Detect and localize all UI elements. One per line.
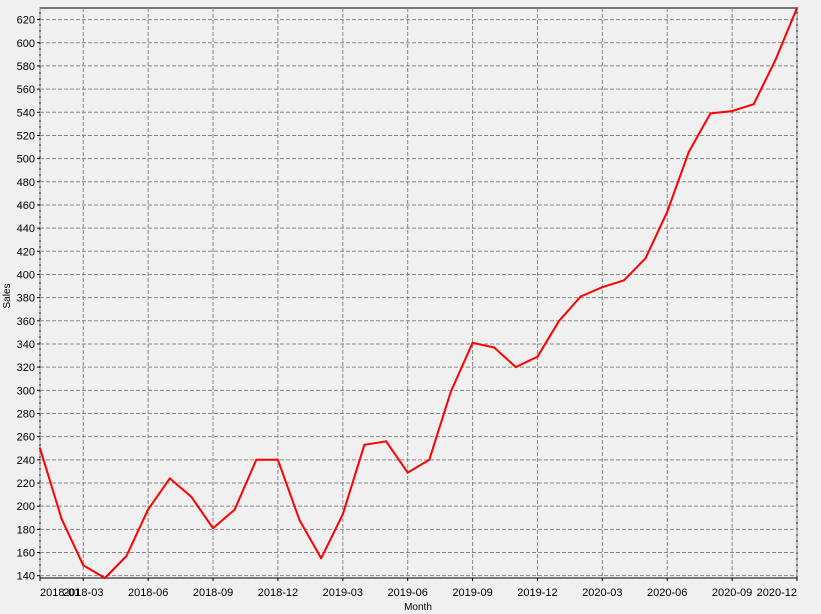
- x-tick-label: 2020-12: [757, 587, 797, 599]
- series-line: [39, 7, 798, 579]
- y-tick-label: 300: [17, 385, 35, 397]
- x-tick-label: 2019-06: [387, 587, 427, 599]
- y-tick-label: 160: [17, 548, 35, 560]
- data-point: [687, 150, 690, 153]
- data-point: [622, 279, 625, 282]
- data-point: [298, 519, 301, 522]
- y-axis-label: Sales: [2, 283, 13, 308]
- data-point: [449, 390, 452, 393]
- x-tick-label: 2018-03: [63, 587, 103, 599]
- data-point: [558, 319, 561, 322]
- x-tick-label: 2018-06: [128, 587, 168, 599]
- grid-lines: [39, 8, 798, 578]
- data-point: [320, 557, 323, 560]
- data-point: [796, 7, 798, 9]
- y-tick-label: 400: [17, 269, 35, 281]
- y-tick-label: 220: [17, 478, 35, 490]
- y-tick-label: 320: [17, 362, 35, 374]
- x-tick-label: 2018-12: [258, 587, 298, 599]
- y-tick-label: 580: [17, 61, 35, 73]
- x-tick-label: 2019-03: [323, 587, 363, 599]
- y-tick-label: 500: [17, 154, 35, 166]
- y-tick-label: 240: [17, 455, 35, 467]
- y-tick-label: 460: [17, 200, 35, 212]
- x-tick-label: 2019-12: [517, 587, 557, 599]
- x-tick-label: 2020-03: [582, 587, 622, 599]
- data-point: [276, 458, 279, 461]
- data-point: [82, 564, 85, 567]
- x-tick-label: 2019-09: [452, 587, 492, 599]
- y-tick-label: 600: [17, 38, 35, 50]
- data-point: [514, 366, 517, 369]
- data-point: [190, 495, 193, 498]
- y-tick-label: 440: [17, 223, 35, 235]
- data-point: [125, 554, 128, 557]
- y-tick-label: 420: [17, 246, 35, 258]
- data-point: [731, 110, 734, 113]
- y-tick-label: 560: [17, 84, 35, 96]
- x-tick-label: 2018-09: [193, 587, 233, 599]
- data-point: [752, 103, 755, 106]
- x-axis-label: Month: [404, 602, 432, 613]
- data-point: [39, 447, 41, 450]
- data-point: [471, 341, 474, 344]
- data-point: [233, 508, 236, 511]
- y-tick-label: 520: [17, 130, 35, 142]
- data-point: [168, 477, 171, 480]
- y-tick-label: 200: [17, 501, 35, 513]
- data-series: [39, 7, 798, 579]
- data-point: [341, 513, 344, 516]
- y-tick-label: 340: [17, 339, 35, 351]
- data-point: [493, 346, 496, 349]
- y-tick-label: 360: [17, 316, 35, 328]
- y-tick-label: 480: [17, 177, 35, 189]
- data-point: [644, 257, 647, 260]
- data-point: [147, 508, 150, 511]
- y-tick-label: 180: [17, 524, 35, 536]
- data-point: [774, 59, 777, 62]
- y-tick-label: 280: [17, 408, 35, 420]
- data-point: [428, 458, 431, 461]
- data-point: [212, 527, 215, 530]
- y-tick-label: 540: [17, 107, 35, 119]
- data-point: [385, 440, 388, 443]
- plot-area: [39, 7, 798, 579]
- data-point: [709, 112, 712, 115]
- x-tick-label: 2020-09: [712, 587, 752, 599]
- y-axis-ticks: 140 160 180 200 220 240 260 280 300 320 340 360 380 4…: [17, 15, 40, 583]
- y-tick-label: 260: [17, 432, 35, 444]
- y-tick-label: 620: [17, 15, 35, 27]
- y-tick-label: 380: [17, 293, 35, 305]
- data-point: [601, 286, 604, 289]
- data-point: [579, 295, 582, 298]
- data-point: [255, 458, 258, 461]
- x-tick-label: 2018-01: [40, 587, 80, 599]
- data-point: [406, 471, 409, 474]
- data-point: [363, 443, 366, 446]
- data-point: [666, 210, 669, 213]
- data-point: [103, 577, 106, 579]
- data-point: [536, 355, 539, 358]
- data-point: [60, 517, 63, 520]
- x-tick-label: 2020-06: [647, 587, 687, 599]
- y-tick-label: 140: [17, 571, 35, 583]
